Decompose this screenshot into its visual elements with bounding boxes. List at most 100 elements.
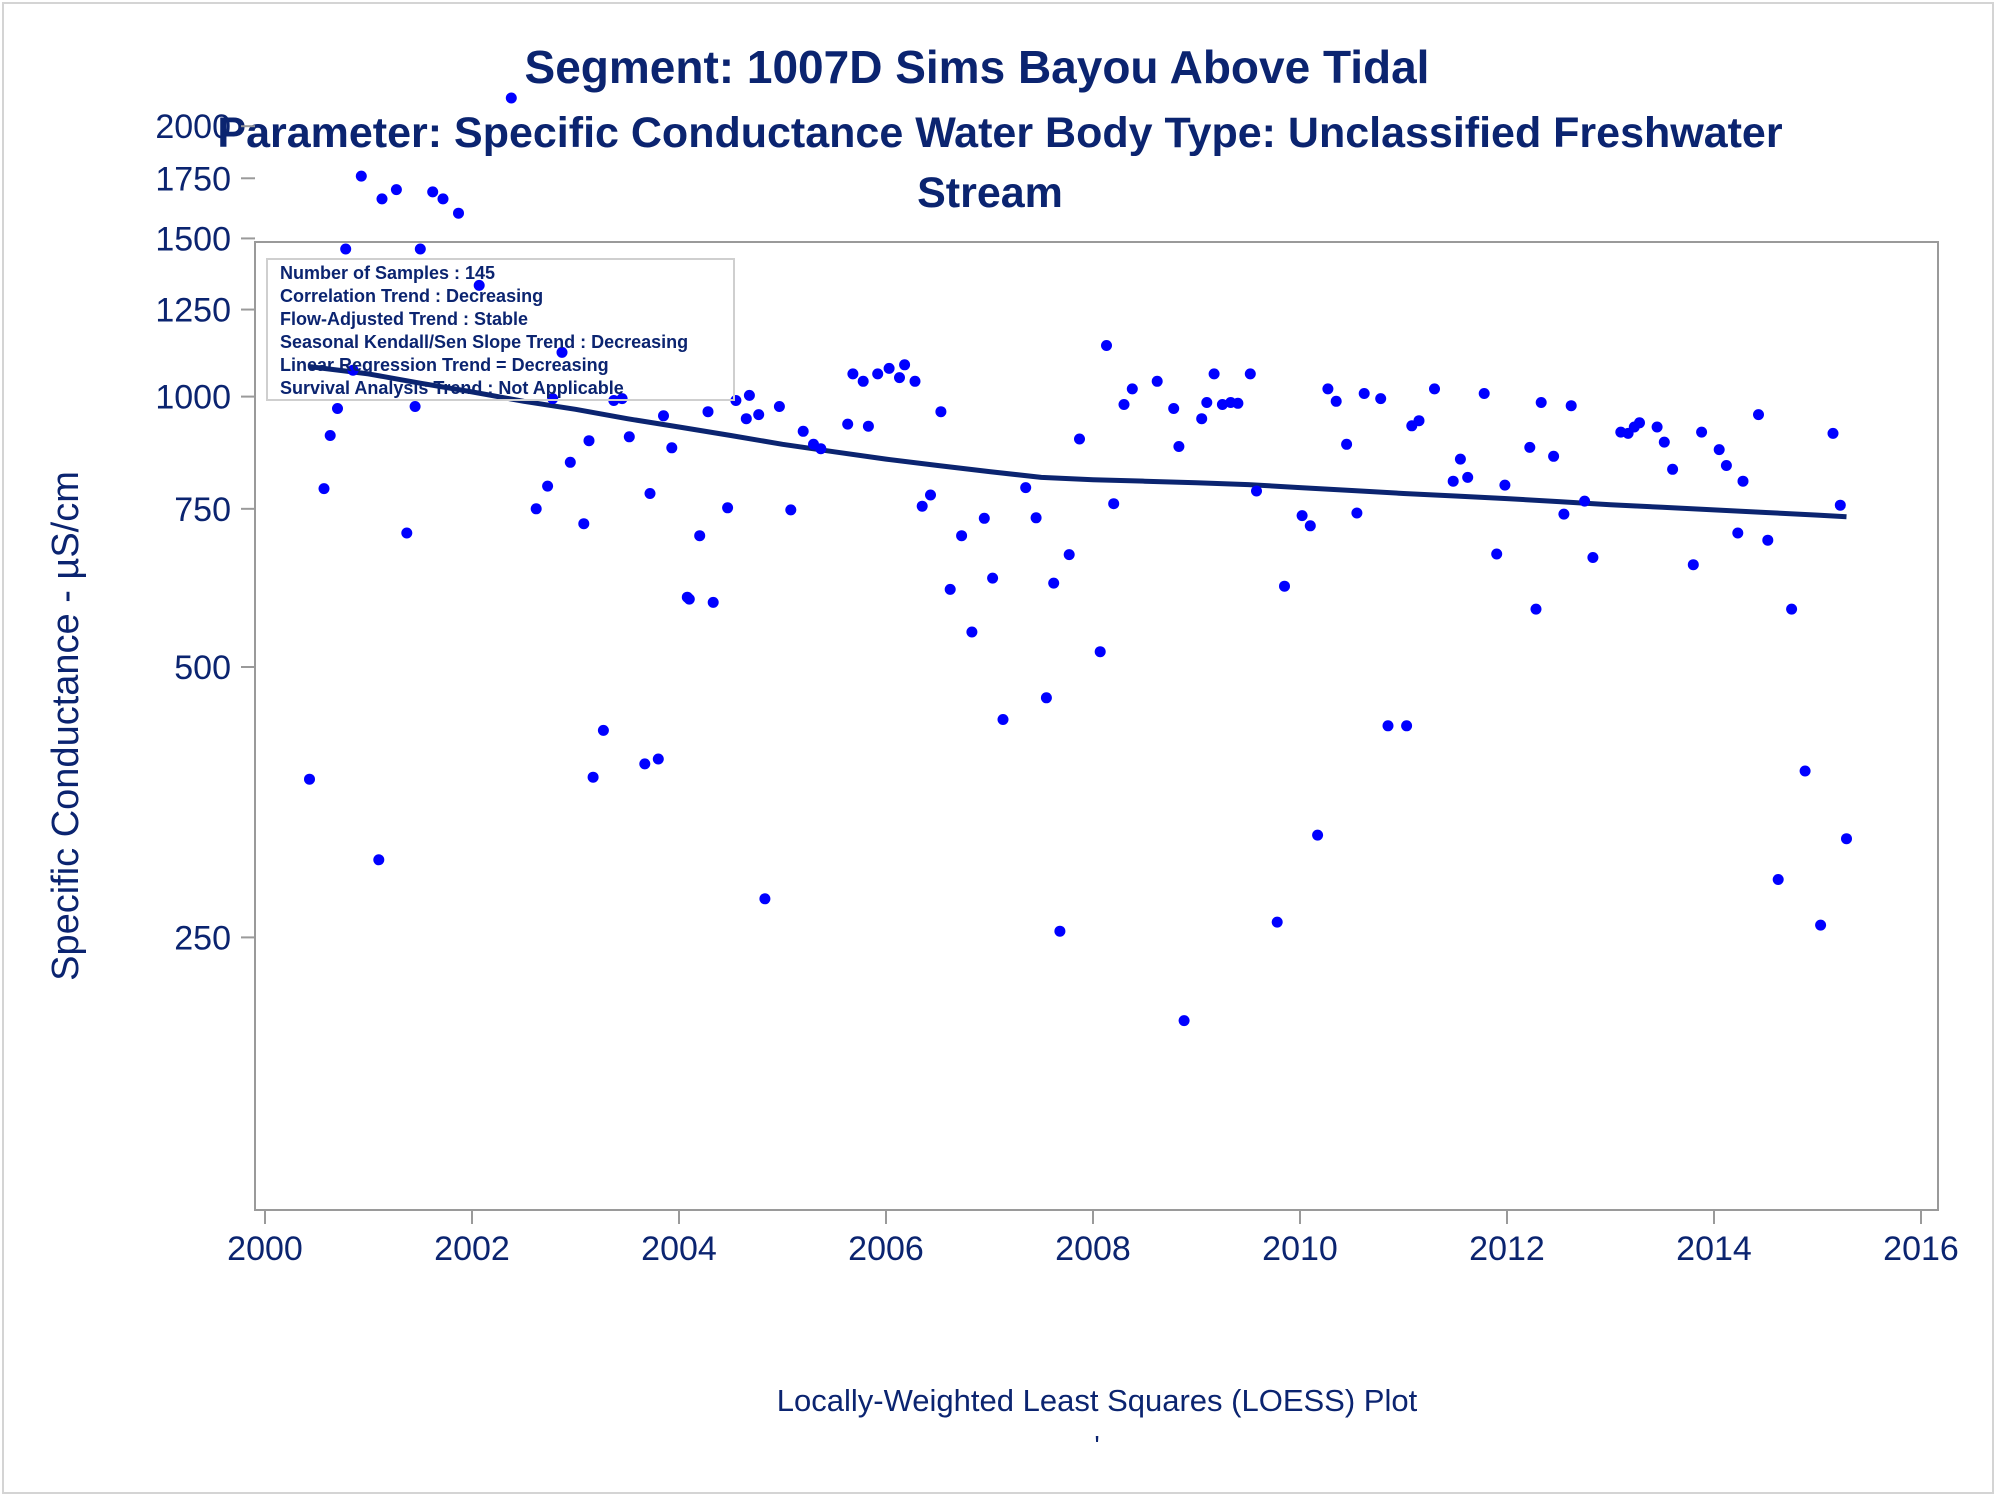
data-point: [1341, 438, 1353, 450]
x-tick-label: 2012: [1469, 1230, 1545, 1268]
data-point: [1108, 498, 1120, 510]
plot-area: [254, 241, 1939, 1211]
data-point: [427, 186, 439, 198]
data-point: [1462, 471, 1474, 483]
data-point: [564, 456, 576, 468]
data-point: [683, 593, 695, 605]
y-tick-label: 500: [174, 649, 231, 687]
data-point: [1535, 397, 1547, 408]
data-point: [1330, 395, 1342, 407]
data-point: [925, 489, 936, 501]
data-point: [1358, 388, 1370, 399]
data-point: [916, 500, 928, 512]
data-point: [355, 170, 367, 182]
data-point: [1094, 646, 1106, 658]
data-point: [1491, 548, 1503, 560]
x-tick-label: 2000: [227, 1230, 303, 1268]
y-tick-label: 750: [174, 491, 231, 529]
y-tick-label: 1250: [155, 292, 231, 330]
data-point: [1251, 485, 1262, 497]
data-point: [1173, 441, 1185, 452]
stat-correlation-trend: Correlation Trend : Decreasing: [280, 286, 543, 306]
data-point: [1296, 510, 1308, 522]
data-point: [556, 346, 568, 358]
data-point: [1713, 444, 1725, 456]
data-point: [530, 503, 542, 515]
data-point: [652, 753, 664, 765]
data-point: [1126, 383, 1138, 395]
chart-subtitle: Parameter: Specific Conductance Water Bo…: [217, 109, 1782, 157]
data-point: [1020, 482, 1032, 494]
data-point: [1216, 399, 1228, 410]
data-point: [1558, 508, 1570, 520]
data-point: [1401, 720, 1413, 732]
data-point: [583, 435, 595, 447]
data-point: [815, 443, 827, 455]
data-point: [1151, 375, 1163, 387]
data-point: [1030, 512, 1042, 524]
data-point: [1548, 450, 1560, 462]
data-point: [1208, 368, 1220, 380]
stats-box: Number of Samples : 145 Correlation Tren…: [266, 258, 735, 401]
data-point: [1244, 368, 1256, 380]
data-point: [587, 771, 599, 783]
data-point: [639, 758, 651, 770]
data-point: [1201, 397, 1213, 408]
data-point: [1454, 453, 1466, 465]
data-point: [453, 207, 464, 219]
stat-seasonal-kendall-trend: Seasonal Kendall/Sen Slope Trend : Decre…: [280, 332, 688, 352]
y-tick-label: 2000: [155, 108, 231, 146]
data-point: [666, 442, 678, 454]
data-point: [409, 401, 421, 412]
data-point: [1178, 1015, 1190, 1027]
data-point: [740, 413, 752, 425]
data-point: [872, 368, 884, 380]
data-point: [842, 418, 854, 430]
data-point: [578, 518, 590, 530]
data-point: [1447, 475, 1459, 487]
data-point: [1753, 409, 1764, 421]
footnote: Locally-Weighted Least Squares (LOESS) P…: [777, 1383, 1418, 1418]
data-point: [997, 714, 1009, 725]
data-point: [883, 362, 895, 374]
data-point: [1040, 692, 1052, 704]
data-point: [862, 420, 874, 432]
data-point: [1634, 417, 1645, 429]
data-point: [1382, 720, 1394, 732]
data-point: [1815, 919, 1827, 931]
chart-subtitle-continued: Stream: [917, 169, 1063, 217]
data-point: [935, 406, 947, 418]
data-point: [304, 773, 315, 785]
data-point: [1720, 460, 1732, 471]
data-point: [785, 504, 797, 516]
loess-trend-layer: [309, 364, 1847, 520]
data-point: [1322, 383, 1334, 395]
data-point: [1168, 403, 1180, 414]
data-point: [332, 403, 343, 414]
data-point: [987, 572, 999, 584]
data-point: [1048, 577, 1060, 589]
data-point: [340, 243, 352, 255]
data-point: [759, 893, 771, 905]
stats-box-border: [266, 258, 735, 401]
data-point: [797, 425, 809, 437]
data-point: [1312, 829, 1324, 841]
data-point: [1351, 507, 1363, 519]
x-tick-label: 2004: [641, 1230, 717, 1268]
data-point: [722, 502, 734, 514]
data-point: [702, 406, 714, 418]
data-point: [956, 530, 968, 542]
data-point: [597, 724, 609, 736]
footnote-mark: ': [1094, 1430, 1099, 1461]
y-tick-label: 1000: [155, 379, 231, 417]
data-point: [1429, 383, 1440, 395]
data-point: [1786, 603, 1798, 615]
data-point: [1196, 413, 1208, 425]
data-point: [1799, 765, 1811, 777]
data-point: [1279, 580, 1290, 592]
data-point: [658, 410, 669, 422]
data-point: [1232, 397, 1244, 409]
data-point: [623, 431, 635, 443]
data-point: [1375, 393, 1387, 405]
